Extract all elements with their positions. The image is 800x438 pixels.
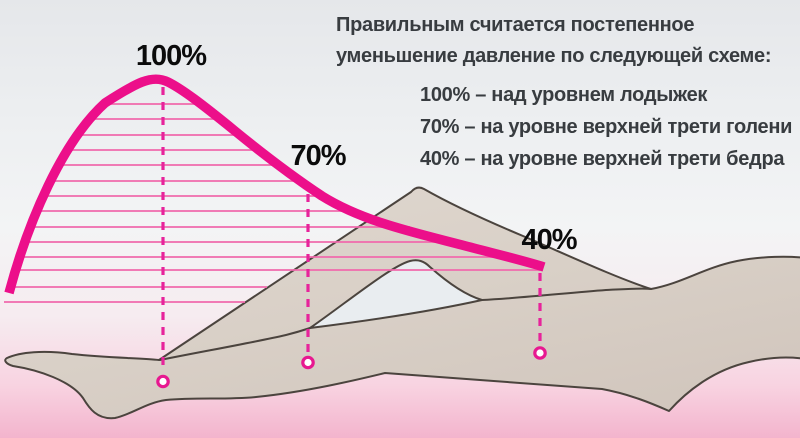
instruction-item-70: 70% – на уровне верхней трети голени [420,116,793,138]
instruction-block: Правильным считается постепенное уменьше… [336,10,792,175]
label-70-percent: 70% [290,140,346,172]
thigh-contour-line [481,287,652,301]
pressure-hatch-lines [4,103,540,303]
pressure-curve [4,74,546,295]
marker-70 [301,194,315,370]
marker-dot-40 [533,346,547,360]
instruction-item-40: 40% – на уровне верхней трети бедра [420,148,785,170]
leg-illustration [4,186,800,420]
instruction-title-line2: уменьшение давление по следующей схеме: [336,45,772,67]
marker-100 [156,87,170,389]
label-100-percent: 100% [135,40,207,72]
label-40-percent: 40% [521,224,577,256]
instruction-items: 100% – над уровнем лодыжек 70% – на уров… [420,79,792,175]
instruction-item-100: 100% – над уровнем лодыжек [420,84,708,106]
ankle-contour-line [159,327,311,361]
marker-dot-100 [156,374,170,389]
marker-dot-70 [301,355,315,370]
calf-gap [309,259,483,329]
instruction-title-line1: Правильным считается постепенное [336,14,695,36]
marker-40 [533,273,547,360]
